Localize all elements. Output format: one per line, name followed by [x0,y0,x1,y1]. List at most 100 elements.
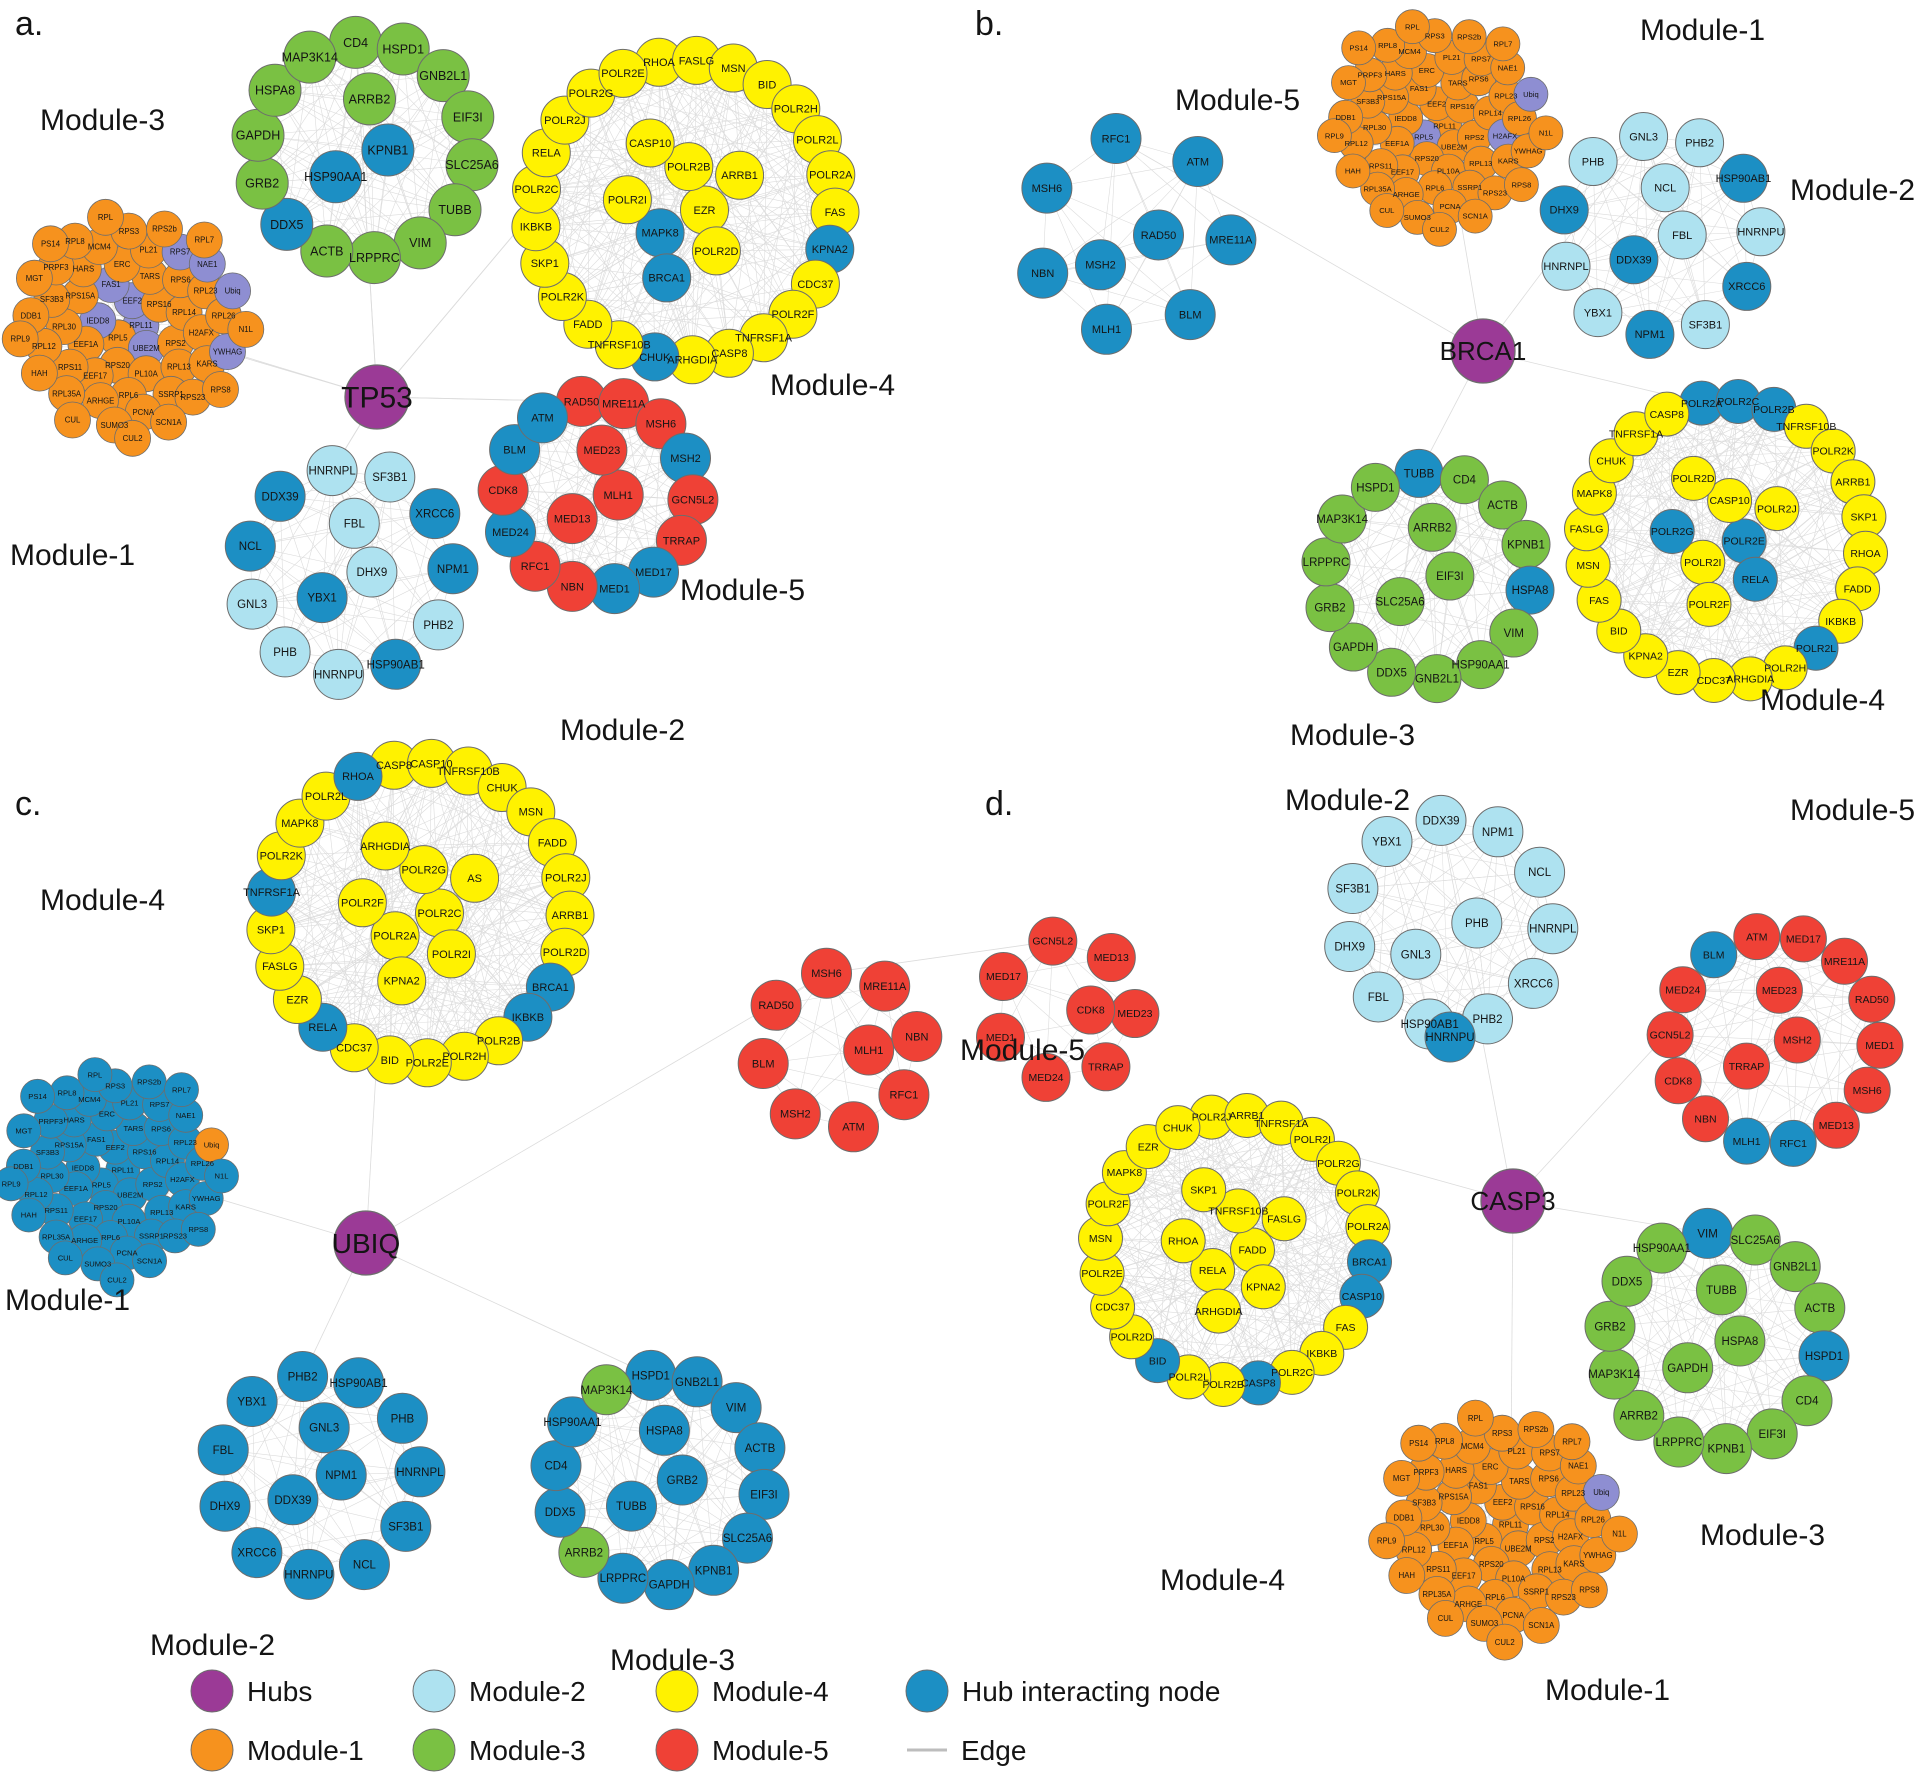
svg-text:SUMO3: SUMO3 [1471,1619,1499,1628]
svg-text:HNRNPL: HNRNPL [396,1467,444,1479]
svg-text:ERC: ERC [1482,1462,1499,1471]
svg-text:PHB: PHB [391,1413,415,1425]
svg-text:HNRNPU: HNRNPU [1425,1032,1474,1044]
svg-text:RPL14: RPL14 [156,1157,179,1166]
svg-text:TUBB: TUBB [616,1501,647,1513]
svg-text:RPS20: RPS20 [1415,154,1439,163]
svg-text:ACTB: ACTB [1804,1303,1835,1315]
svg-text:RPL8: RPL8 [58,1088,77,1097]
svg-text:VIM: VIM [409,236,431,250]
svg-text:CDC37: CDC37 [797,279,833,291]
svg-text:POLR2E: POLR2E [601,68,644,80]
svg-text:FBL: FBL [1368,992,1390,1004]
svg-text:HNRNPU: HNRNPU [1737,227,1784,239]
svg-text:HSPD1: HSPD1 [382,42,424,56]
svg-text:VIM: VIM [1697,1228,1717,1240]
svg-text:HSPD1: HSPD1 [1805,1351,1843,1363]
svg-text:MLH1: MLH1 [1092,324,1121,336]
svg-text:PL21: PL21 [1443,53,1461,62]
svg-text:Module-3: Module-3 [1290,719,1415,752]
svg-text:SCN1A: SCN1A [1528,1621,1555,1630]
svg-text:ATM: ATM [1187,156,1209,168]
svg-text:Ubiq: Ubiq [225,287,241,296]
svg-text:RHOA: RHOA [1168,1236,1198,1248]
svg-text:RPS23: RPS23 [1551,1593,1576,1602]
svg-text:IEDD8: IEDD8 [72,1164,94,1173]
svg-text:MED17: MED17 [986,971,1021,983]
svg-text:PCNA: PCNA [132,408,154,417]
svg-text:CASP3: CASP3 [1470,1186,1555,1216]
svg-text:POLR2D: POLR2D [694,246,738,258]
svg-text:TNFRSF10B: TNFRSF10B [1776,421,1836,433]
svg-text:MAP3K14: MAP3K14 [1588,1369,1640,1381]
svg-text:BRCA1: BRCA1 [1352,1256,1387,1268]
svg-text:RPS3: RPS3 [119,227,139,236]
svg-text:ARRB2: ARRB2 [349,92,391,106]
svg-text:GCN5L2: GCN5L2 [672,495,715,507]
svg-text:ARHGE: ARHGE [71,1236,98,1245]
svg-text:MGT: MGT [1340,78,1357,87]
svg-text:MCM4: MCM4 [78,1095,100,1104]
svg-text:DHX9: DHX9 [1550,205,1579,217]
svg-text:POLR2B: POLR2B [667,161,710,173]
svg-text:FADD: FADD [573,319,602,331]
svg-text:IEDD8: IEDD8 [1457,1516,1480,1525]
svg-text:RPS3: RPS3 [1425,31,1445,40]
svg-text:HSP90AB1: HSP90AB1 [1716,173,1772,185]
svg-text:HSP90AA1: HSP90AA1 [1633,1243,1691,1255]
svg-text:RPS6: RPS6 [151,1124,171,1133]
svg-text:SLC25A6: SLC25A6 [445,158,499,172]
svg-text:EIF3I: EIF3I [750,1489,777,1501]
svg-text:EEF2: EEF2 [122,296,142,305]
svg-text:RPS11: RPS11 [1369,161,1393,170]
svg-text:RPL6: RPL6 [1485,1593,1505,1602]
svg-text:MAP3K14: MAP3K14 [581,1385,633,1397]
svg-text:SUMO3: SUMO3 [84,1260,111,1269]
svg-text:MCM4: MCM4 [1398,47,1420,56]
svg-text:RPS23: RPS23 [1483,189,1507,198]
svg-text:RPL8: RPL8 [1378,41,1397,50]
svg-text:PRPF3: PRPF3 [1358,71,1382,80]
svg-text:GRB2: GRB2 [1314,603,1345,615]
svg-text:TARS: TARS [140,272,160,281]
svg-text:PHB: PHB [1465,918,1489,930]
svg-text:H2AFX: H2AFX [170,1175,194,1184]
svg-text:EEF17: EEF17 [83,372,107,381]
svg-text:IKBKB: IKBKB [520,222,552,234]
svg-text:BLM: BLM [1703,949,1725,961]
svg-text:POLR2E: POLR2E [1723,536,1764,548]
svg-text:RPL13: RPL13 [1469,159,1492,168]
svg-text:FASLG: FASLG [679,55,714,67]
svg-text:NCL: NCL [1654,183,1676,195]
svg-text:RPL35A: RPL35A [1363,185,1392,194]
svg-text:RPS2: RPS2 [1534,1536,1554,1545]
svg-text:ARHGE: ARHGE [1393,190,1420,199]
svg-text:HSPA8: HSPA8 [1512,585,1549,597]
svg-text:Module-5: Module-5 [1175,84,1300,117]
svg-text:RPS2: RPS2 [165,339,185,348]
svg-text:SUMO3: SUMO3 [101,421,129,430]
svg-text:UBIQ: UBIQ [332,1228,400,1259]
svg-text:CD4: CD4 [544,1461,568,1473]
svg-text:Module-5: Module-5 [1790,794,1915,827]
svg-text:CDC37: CDC37 [1095,1302,1130,1314]
svg-text:Module-2: Module-2 [150,1629,275,1662]
svg-text:GAPDH: GAPDH [1333,642,1374,654]
svg-text:CDK8: CDK8 [1077,1005,1105,1017]
svg-text:POLR2J: POLR2J [544,115,586,127]
svg-text:CUL: CUL [58,1254,73,1263]
svg-text:POLR2B: POLR2B [1753,404,1794,416]
svg-text:MLH1: MLH1 [604,490,633,502]
svg-text:RPS8: RPS8 [188,1225,208,1234]
svg-text:FAS1: FAS1 [102,280,121,289]
svg-text:TP53: TP53 [341,382,413,415]
svg-text:RPL14: RPL14 [1479,109,1502,118]
svg-text:SSRP1: SSRP1 [139,1232,164,1241]
svg-text:NPM1: NPM1 [325,1470,357,1482]
svg-text:RPS2b: RPS2b [1457,32,1481,41]
svg-text:PS14: PS14 [1349,44,1368,53]
svg-text:RFC1: RFC1 [1779,1138,1807,1150]
svg-text:YWHAG: YWHAG [1583,1551,1612,1560]
svg-text:HSP90AB1: HSP90AB1 [1401,1019,1459,1031]
svg-text:RPL11: RPL11 [111,1166,134,1175]
